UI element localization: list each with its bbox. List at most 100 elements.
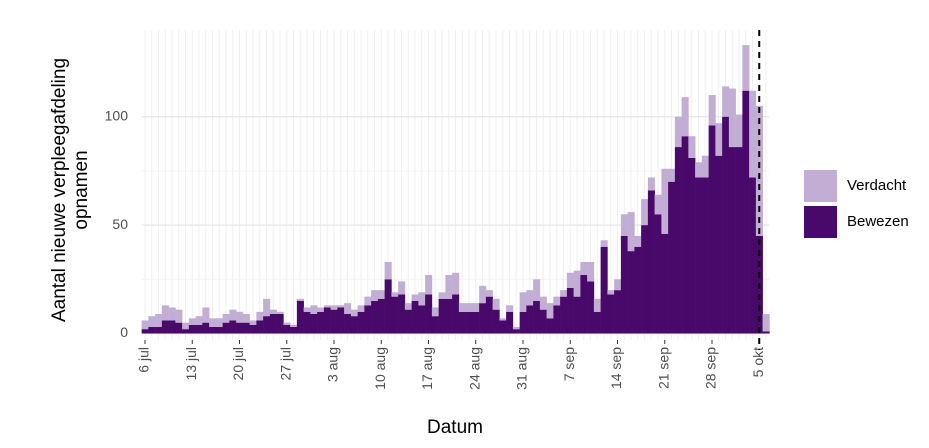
bar: [155, 326, 163, 334]
bar: [573, 270, 581, 297]
bar: [236, 311, 244, 323]
bar: [377, 290, 385, 299]
bar: [242, 322, 250, 334]
bar: [195, 316, 203, 325]
bar: [188, 318, 196, 325]
bar: [668, 181, 676, 334]
bar: [303, 311, 311, 334]
bar: [499, 318, 507, 321]
bar: [364, 296, 372, 306]
x-tick-label: 31 aug: [514, 347, 530, 390]
bar: [418, 292, 426, 306]
bar: [175, 309, 183, 323]
bar: [722, 86, 730, 117]
bar: [506, 311, 514, 334]
bar: [148, 326, 156, 334]
bar: [229, 320, 237, 334]
bar: [661, 233, 669, 334]
bar: [242, 313, 250, 323]
bar: [607, 290, 615, 295]
bar: [296, 300, 304, 334]
bar: [499, 320, 507, 334]
bar: [533, 279, 541, 301]
bar: [377, 298, 385, 334]
bar: [580, 261, 588, 275]
bar: [303, 307, 311, 312]
bar: [249, 320, 257, 325]
bar: [148, 316, 156, 327]
bar: [209, 318, 217, 327]
bar: [364, 305, 372, 334]
bar: [357, 305, 365, 312]
bar: [418, 305, 426, 334]
bar: [715, 155, 723, 334]
bars: [141, 45, 770, 334]
bar: [256, 320, 264, 334]
bar: [661, 168, 669, 234]
bar: [465, 311, 473, 334]
bar: [465, 303, 473, 312]
bar: [755, 105, 763, 236]
x-tick-label: 3 aug: [325, 347, 341, 382]
bar: [269, 309, 277, 314]
bar: [512, 326, 520, 330]
bar: [546, 318, 554, 334]
bar: [215, 318, 223, 327]
bar: [681, 97, 689, 137]
bar: [384, 279, 392, 334]
bar: [168, 307, 176, 321]
bar: [593, 298, 601, 312]
bar: [620, 235, 628, 334]
bar: [728, 147, 736, 334]
bar: [411, 294, 419, 301]
bar: [688, 157, 696, 334]
bar: [512, 329, 520, 334]
bar: [674, 116, 682, 148]
bar: [668, 168, 676, 182]
bar: [560, 290, 568, 297]
bar: [404, 309, 412, 334]
bar: [519, 311, 527, 334]
bar: [283, 324, 291, 334]
bar: [371, 290, 379, 301]
x-axis-title: Datum: [427, 417, 483, 438]
bar: [580, 274, 588, 334]
bar: [344, 313, 352, 334]
bar: [236, 322, 244, 334]
bar: [175, 322, 183, 334]
legend-swatch: [804, 170, 837, 202]
x-tick-label: 21 sep: [655, 347, 671, 389]
bar: [161, 320, 169, 334]
bar: [654, 214, 662, 334]
bar: [452, 294, 460, 334]
bar: [391, 292, 399, 297]
bar: [526, 305, 534, 334]
bar: [458, 311, 466, 334]
bar: [276, 311, 284, 314]
bar: [587, 281, 595, 334]
bar: [553, 296, 561, 306]
bar: [634, 235, 642, 247]
x-tick-label: 24 aug: [466, 347, 482, 390]
bar: [161, 305, 169, 321]
bar: [492, 309, 500, 334]
bar: [485, 296, 493, 334]
bar: [641, 199, 649, 226]
bar: [141, 320, 149, 330]
bar: [728, 88, 736, 148]
bar: [526, 290, 534, 306]
y-tick-label: 0: [120, 324, 128, 340]
bar: [485, 290, 493, 297]
bar: [681, 136, 689, 334]
bar: [701, 155, 709, 178]
bar: [330, 309, 338, 334]
bar: [674, 147, 682, 334]
bar: [384, 261, 392, 280]
bar: [533, 300, 541, 334]
bar: [762, 313, 770, 332]
x-tick-label: 27 jul: [277, 347, 293, 380]
legend-label: Bewezen: [847, 213, 909, 230]
bar: [627, 251, 635, 334]
